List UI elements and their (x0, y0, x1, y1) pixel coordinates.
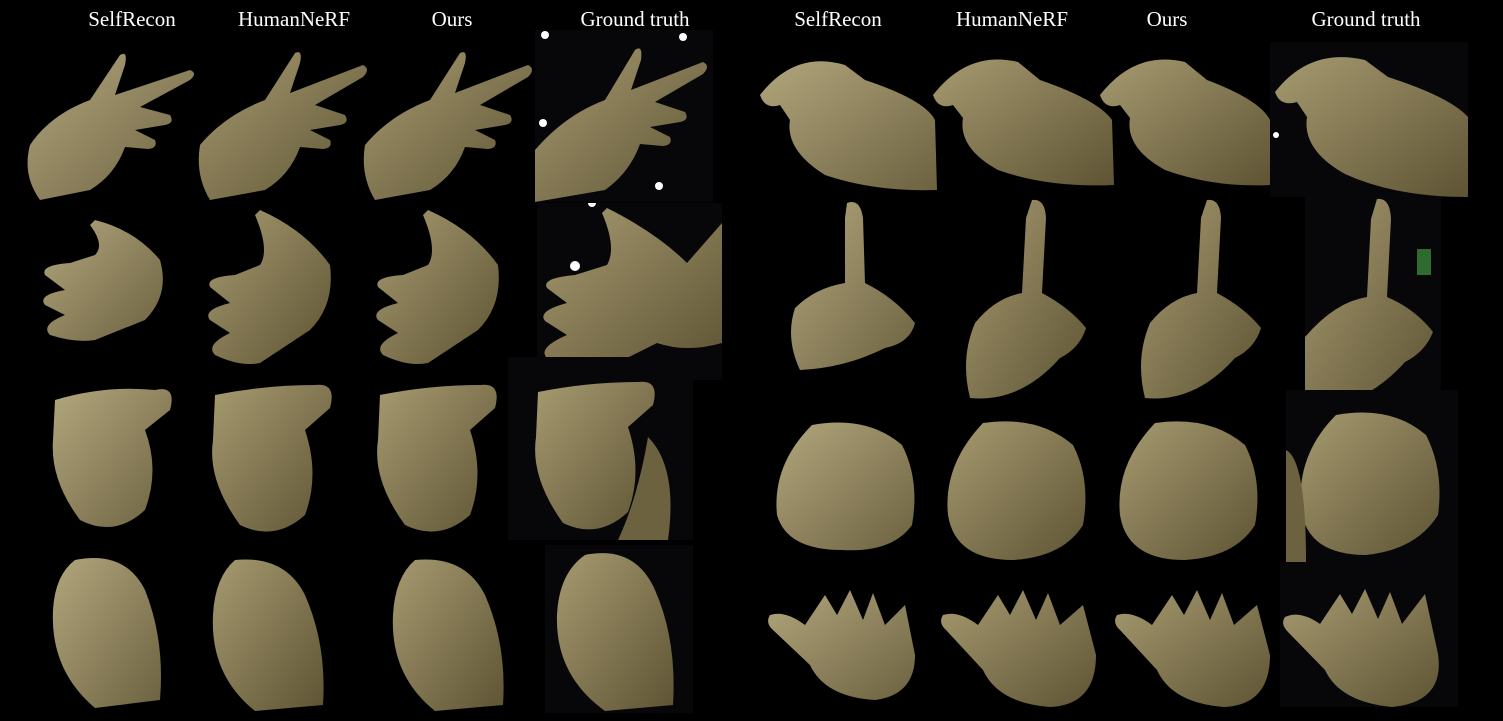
left-header-selfrecon: SelfRecon (88, 7, 176, 31)
right-row3-humannerf-image (943, 415, 1091, 565)
left-row1-selfrecon-image (20, 45, 200, 205)
left-row4-ground-truth-image (545, 545, 693, 713)
left-row1-ours-image (360, 45, 540, 205)
left-row4-humannerf-image (205, 555, 330, 713)
left-row1-humannerf-image (195, 45, 375, 205)
right-row4-humannerf-image (938, 585, 1103, 710)
right-row4-selfrecon-image (765, 585, 925, 703)
left-row3-humannerf-image (205, 380, 335, 540)
left-row3-selfrecon-image (45, 380, 175, 535)
right-header-ground-truth: Ground truth (1311, 7, 1421, 31)
right-row3-selfrecon-image (772, 415, 920, 555)
right-row1-ours-image (1095, 50, 1273, 190)
left-row3-ground-truth-image (508, 357, 693, 540)
left-row2-selfrecon-image (35, 205, 175, 345)
right-row1-selfrecon-image (755, 50, 940, 195)
right-row3-ours-image (1115, 415, 1263, 565)
right-header-ours: Ours (1146, 7, 1188, 31)
left-header-humannerf: HumanNeRF (238, 7, 350, 31)
right-row2-selfrecon-image (785, 198, 920, 373)
right-row1-ground-truth-image (1270, 42, 1468, 197)
right-row4-ours-image (1112, 585, 1277, 710)
left-row1-ground-truth-image (535, 30, 713, 202)
left-row2-humannerf-image (200, 205, 340, 370)
right-row1-humannerf-image (928, 50, 1116, 190)
left-header-ground-truth: Ground truth (580, 7, 690, 31)
right-row2-humannerf-image (960, 198, 1090, 403)
right-header-humannerf: HumanNeRF (956, 7, 1068, 31)
right-row2-ground-truth-image (1305, 197, 1441, 412)
left-row4-selfrecon-image (45, 550, 170, 710)
right-header-selfrecon: SelfRecon (794, 7, 882, 31)
left-row4-ours-image (385, 555, 510, 713)
left-row2-ground-truth-image (537, 203, 722, 380)
left-row3-ours-image (370, 380, 500, 540)
left-header-ours: Ours (431, 7, 473, 31)
right-row2-ours-image (1135, 198, 1265, 403)
right-row3-ground-truth-image (1286, 390, 1458, 562)
left-row2-ours-image (368, 205, 508, 370)
right-row4-ground-truth-image (1280, 562, 1458, 707)
